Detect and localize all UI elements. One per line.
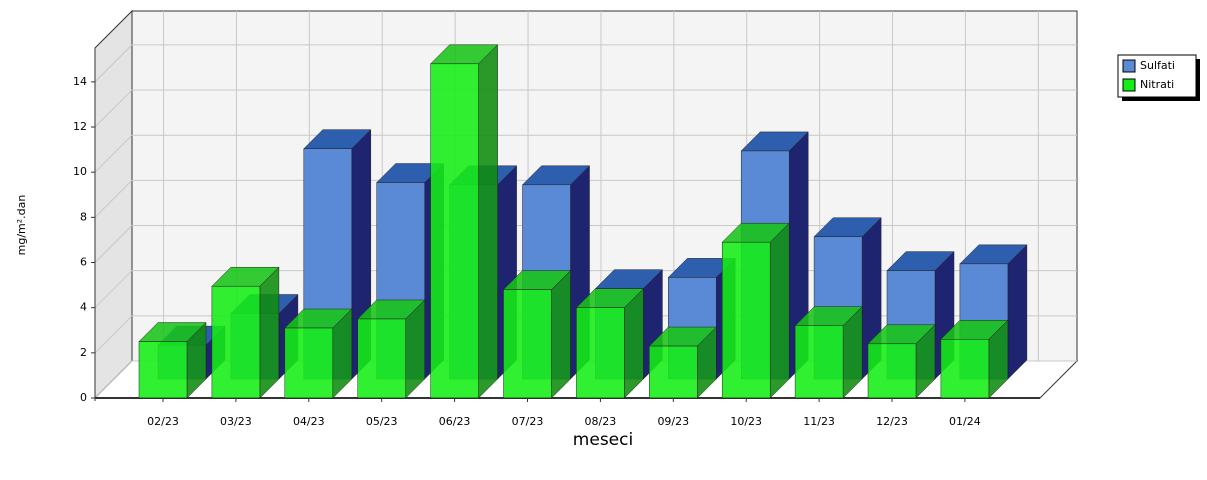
legend-label: Sulfati [1140, 59, 1175, 72]
y-tick-label: 2 [80, 346, 87, 359]
bar [940, 339, 990, 399]
x-tick-label: 12/23 [876, 415, 908, 428]
x-tick-label: 11/23 [803, 415, 835, 428]
bar-side [259, 266, 280, 399]
x-tick-label: 01/24 [949, 415, 981, 428]
grid-line [94, 89, 133, 128]
bar-side [769, 222, 790, 399]
legend-label: Nitrati [1140, 78, 1174, 91]
bar-side [478, 44, 498, 399]
y-tick-label: 12 [73, 120, 87, 133]
legend-swatch [1122, 78, 1136, 92]
grid-line [94, 315, 133, 354]
grid-line [94, 44, 133, 83]
legend-swatch [1122, 59, 1136, 73]
bar [649, 345, 698, 399]
grid-line [94, 225, 133, 263]
bar [284, 327, 334, 399]
grid-line [94, 360, 133, 399]
y-axis-label: mg/m².dan [15, 195, 28, 256]
y-tick-label: 8 [80, 210, 87, 223]
y-tick-label: 14 [73, 75, 87, 88]
bar-side [1007, 244, 1028, 380]
bar [357, 318, 406, 399]
x-tick-label: 10/23 [730, 415, 762, 428]
x-tick-label: 07/23 [512, 415, 544, 428]
grid-line [94, 180, 133, 218]
bar [430, 63, 479, 399]
x-tick-label: 02/23 [147, 415, 179, 428]
bar [794, 325, 844, 399]
bar-side [551, 270, 571, 399]
x-tick-label: 08/23 [585, 415, 617, 428]
grid-line [94, 134, 133, 173]
grid-line [94, 270, 133, 309]
y-tick-label: 4 [80, 301, 87, 314]
bar [503, 289, 552, 399]
x-tick-label: 09/23 [657, 415, 689, 428]
bar [138, 341, 188, 399]
x-axis-label: meseci [573, 430, 633, 450]
x-tick-label: 04/23 [293, 415, 325, 428]
bar [576, 307, 625, 399]
y-tick-label: 0 [80, 391, 87, 404]
y-tick-label: 10 [73, 165, 87, 178]
x-tick-label: 06/23 [439, 415, 471, 428]
bar [211, 285, 261, 399]
x-tick-label: 05/23 [366, 415, 398, 428]
y-tick-label: 6 [80, 256, 87, 269]
bar [867, 343, 917, 399]
bar [721, 241, 771, 399]
left-wall [94, 9, 133, 400]
x-tick-label: 03/23 [220, 415, 252, 428]
